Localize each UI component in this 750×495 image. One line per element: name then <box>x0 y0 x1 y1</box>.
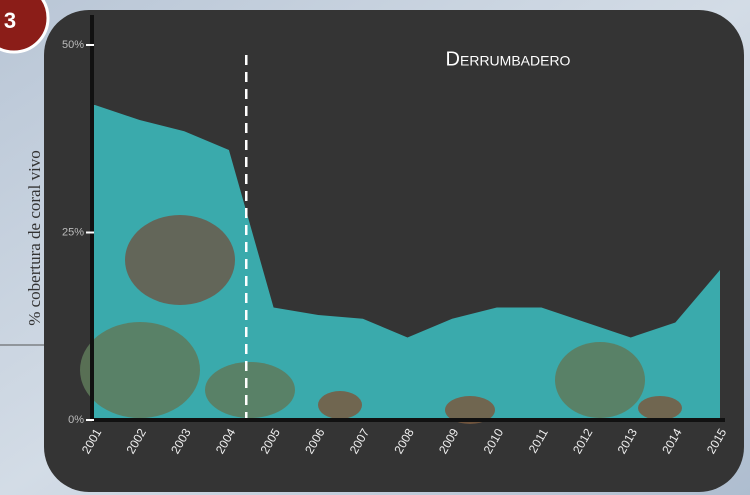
y-tick-label: 25% <box>62 226 84 238</box>
coral-decoration <box>318 391 362 419</box>
coral-decoration <box>80 322 200 418</box>
y-axis-label: % cobertura de coral vivo <box>25 150 44 326</box>
coral-decoration <box>638 396 682 420</box>
coral-decoration <box>445 396 495 424</box>
chart-title: Derrumbadero <box>446 48 571 70</box>
coral-decoration <box>205 362 295 418</box>
area <box>92 105 720 420</box>
y-tick-label: 50% <box>62 39 84 51</box>
y-tick-label: 0% <box>68 414 84 426</box>
plot: 0%25%50%2001 2002 2003 2004 2005 2006 2007 2008… <box>62 15 730 456</box>
badge <box>0 0 50 54</box>
badge-number: 3 <box>4 8 16 33</box>
coral-decoration <box>125 215 235 305</box>
coral-decoration <box>555 342 645 418</box>
